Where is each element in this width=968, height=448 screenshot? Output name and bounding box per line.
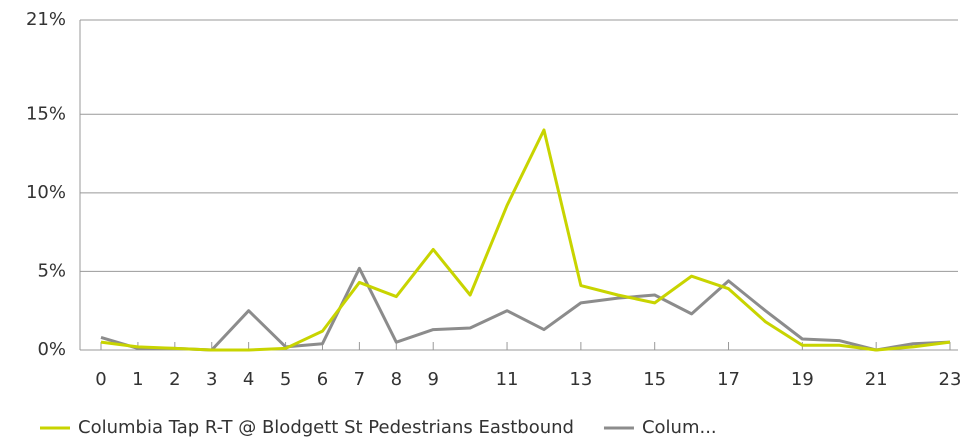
y-tick-label: 21%: [26, 9, 66, 30]
series-line: [100, 266, 951, 352]
series-line: [100, 128, 951, 352]
x-tick-label: 15: [643, 369, 666, 390]
y-tick-label: 15%: [26, 103, 66, 124]
x-tick-label: 1: [132, 369, 143, 390]
x-tick-label: 21: [865, 369, 888, 390]
y-tick-label: 0%: [37, 339, 66, 360]
x-tick-label: 17: [717, 369, 740, 390]
x-tick-label: 7: [354, 369, 365, 390]
x-tick-label: 8: [391, 369, 402, 390]
x-tick-label: 9: [427, 369, 438, 390]
x-tick-label: 6: [317, 369, 328, 390]
y-tick-label: 5%: [37, 260, 66, 281]
x-tick-label: 23: [939, 369, 962, 390]
legend-label: Columbia Tap R-T @ Blodgett St Pedestria…: [78, 417, 574, 438]
x-tick-label: 0: [95, 369, 106, 390]
x-tick-label: 4: [243, 369, 254, 390]
x-tick-label: 11: [496, 369, 519, 390]
x-tick-label: 3: [206, 369, 217, 390]
x-tick-label: 5: [280, 369, 291, 390]
legend-label: Colum...: [642, 417, 717, 438]
x-tick-label: 19: [791, 369, 814, 390]
x-tick-label: 2: [169, 369, 180, 390]
y-tick-label: 10%: [26, 182, 66, 203]
x-tick-label: 13: [569, 369, 592, 390]
